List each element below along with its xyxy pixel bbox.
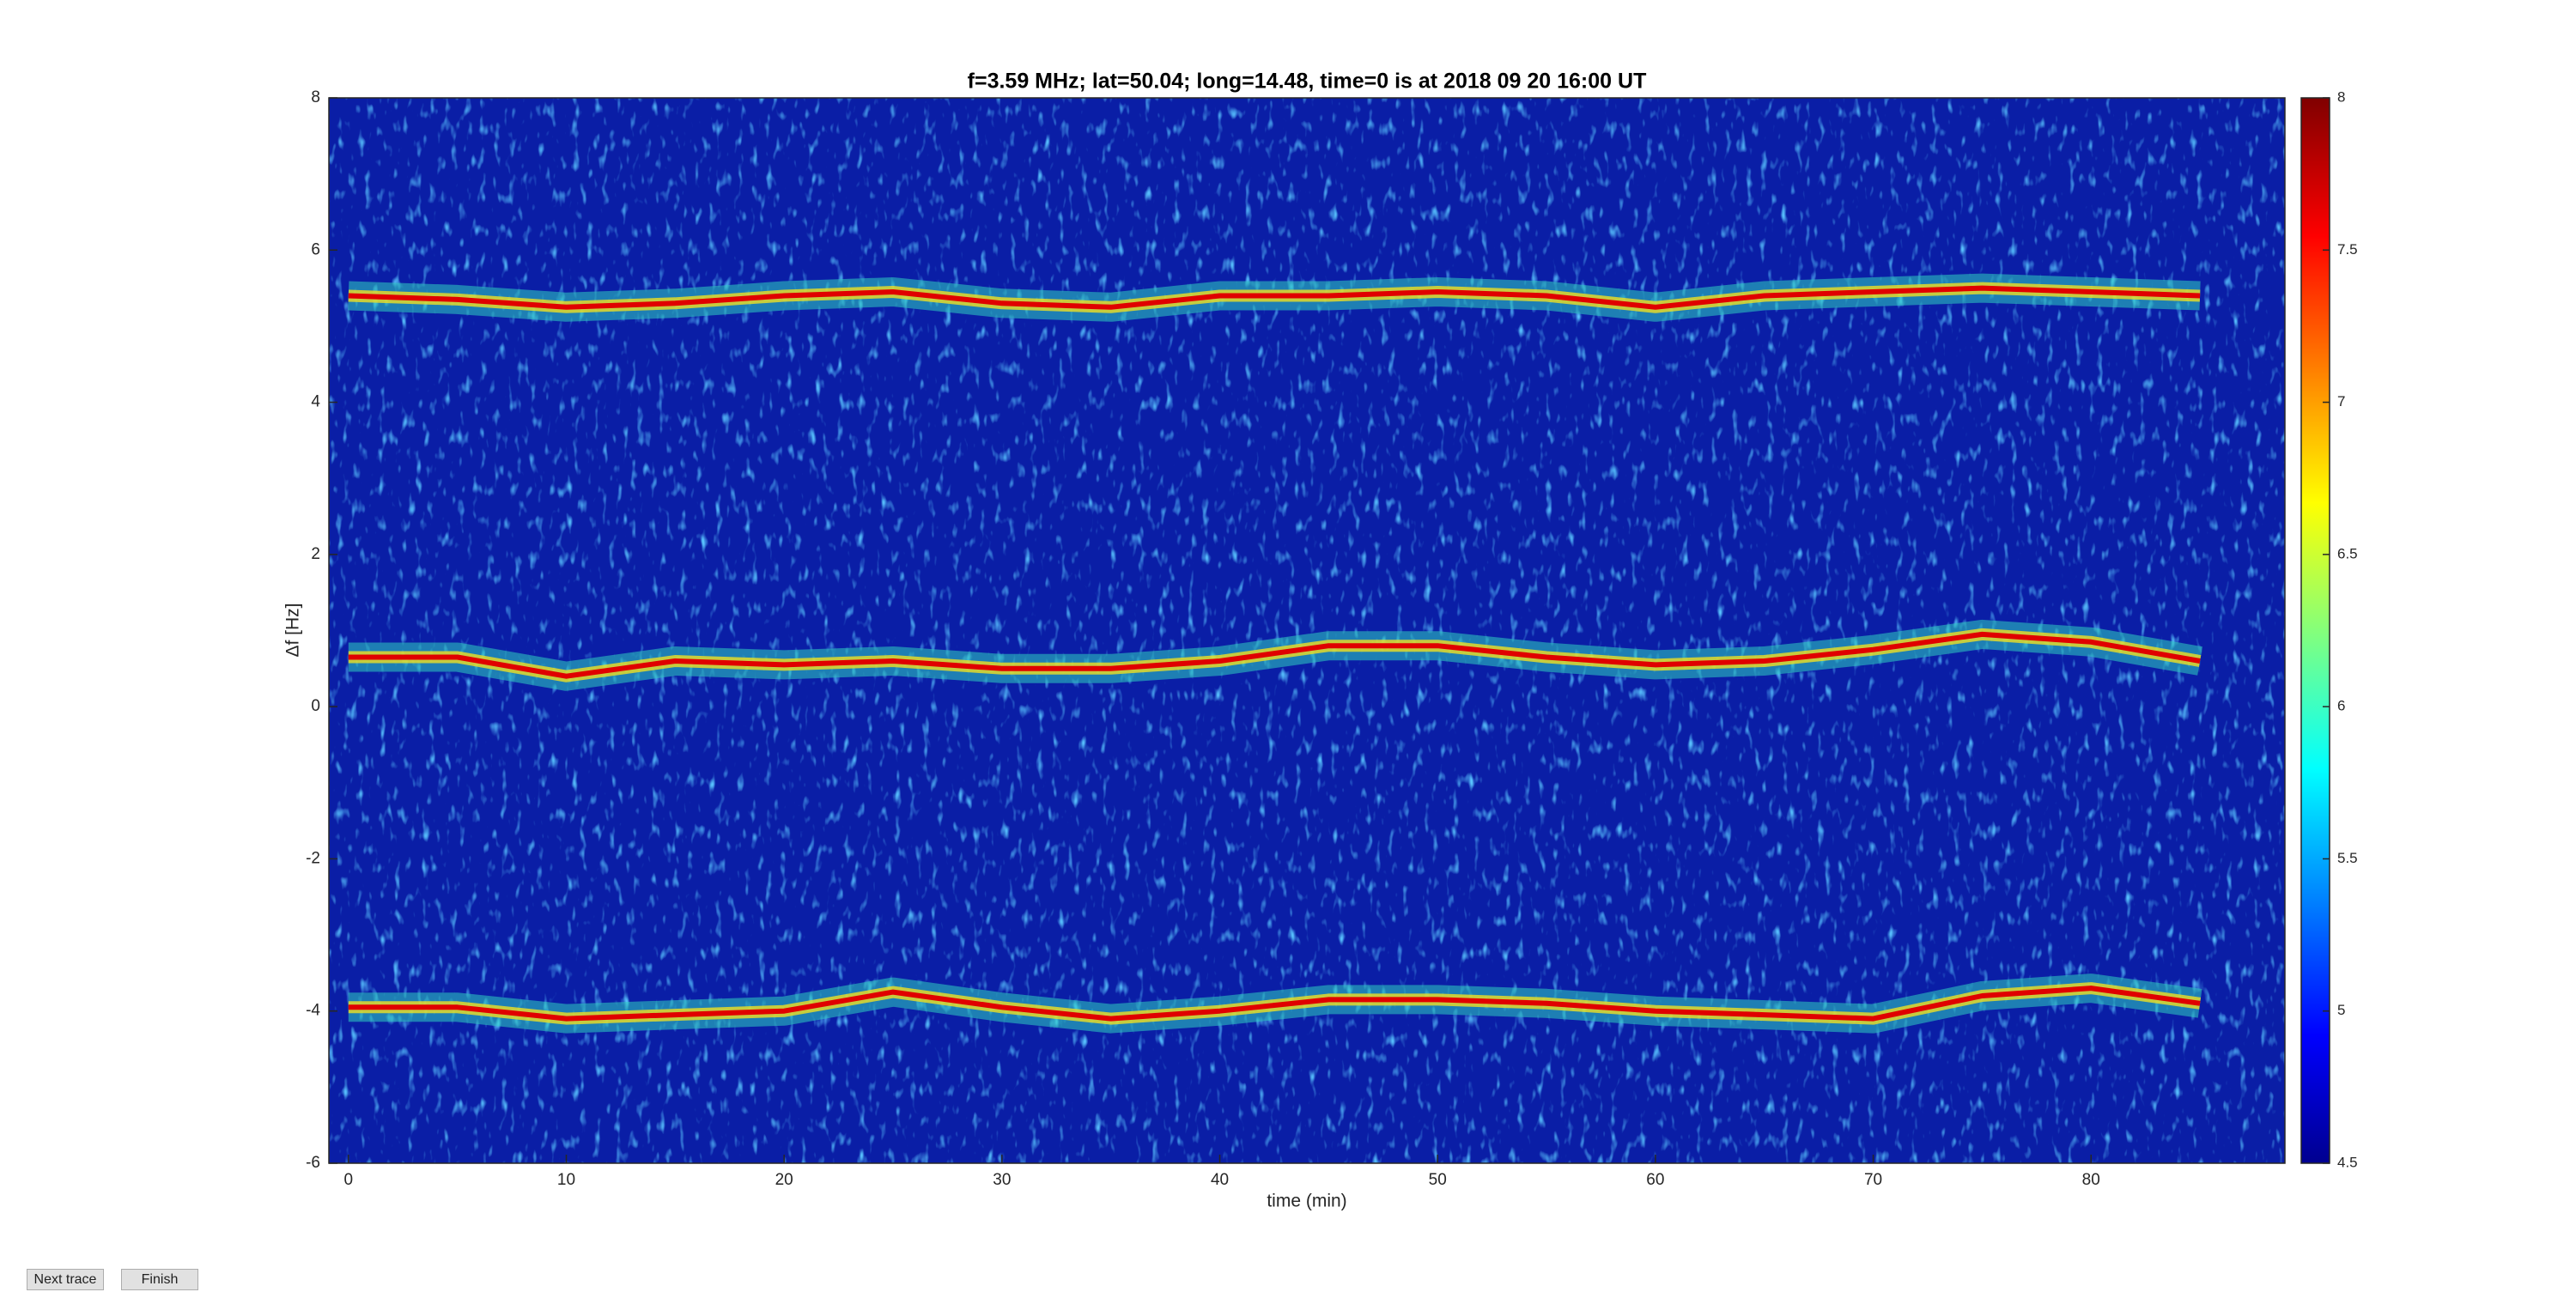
colorbar-tick-label: 7 [2337,393,2345,409]
colorbar-tick-label: 5.5 [2337,850,2358,866]
y-tick-label: -2 [306,849,320,867]
y-tick-label: 0 [311,697,320,715]
figure: f=3.59 MHz; lat=50.04; long=14.48, time=… [283,70,2358,1211]
x-tick-label: 80 [2082,1171,2100,1189]
x-axis-label: time (min) [1267,1192,1346,1211]
colorbar-tick-label: 5 [2337,1002,2345,1018]
x-tick-label: 10 [557,1171,575,1189]
colorbar [2300,97,2330,1164]
plot-frame [328,97,2286,1164]
y-tick-label: -6 [306,1154,320,1172]
colorbar-tick-label: 6.5 [2337,545,2358,561]
trace-line [348,285,2201,310]
trace-line [348,986,2201,1022]
x-tick-label: 40 [1211,1171,1229,1189]
chart-title: f=3.59 MHz; lat=50.04; long=14.48, time=… [968,70,1647,94]
x-tick-label: 70 [1864,1171,1882,1189]
y-tick-label: 4 [311,393,320,411]
y-tick-label: 6 [311,240,320,258]
y-axis-label: Δf [Hz] [283,603,303,657]
y-tick-label: -4 [306,1002,320,1020]
x-tick-label: 0 [344,1171,354,1189]
x-tick-label: 30 [993,1171,1011,1189]
marks [348,273,2203,1034]
colorbar-tick-label: 8 [2337,88,2345,105]
finish-button[interactable]: Finish [121,1269,198,1290]
y-tick-label: 2 [311,545,320,563]
colorbar-tick-label: 7.5 [2337,241,2358,258]
colorbar-tick-label: 4.5 [2337,1154,2358,1170]
colorbar-tick-label: 6 [2337,698,2345,714]
x-tick-label: 50 [1429,1171,1447,1189]
next-trace-button[interactable]: Next trace [27,1269,104,1290]
trace-line [348,631,2201,679]
y-tick-label: 8 [311,88,320,106]
x-tick-label: 60 [1646,1171,1664,1189]
x-tick-label: 20 [775,1171,793,1189]
